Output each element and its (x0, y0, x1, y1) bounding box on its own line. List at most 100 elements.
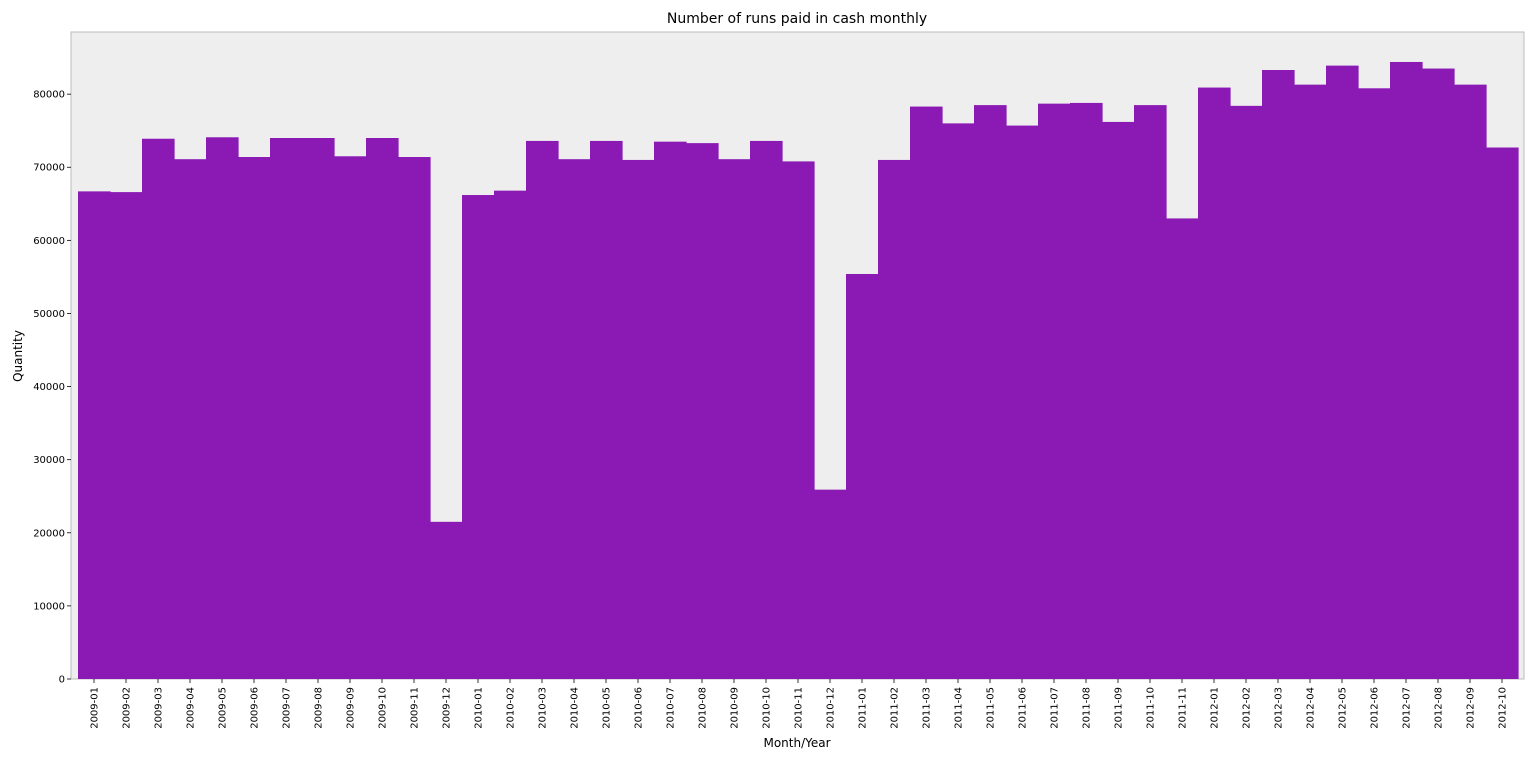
x-tick-label: 2012-02 (1242, 687, 1253, 729)
x-axis-ticks: 2009-01 2009-02 2009-03 2009-04 2009-05 2009-… (90, 679, 1509, 729)
y-tick-label: 40000 (33, 382, 65, 393)
bar-2009-10 (366, 138, 399, 680)
x-tick-label: 2009-09 (346, 687, 357, 729)
bar-2011-07 (1038, 103, 1071, 679)
x-tick-label: 2009-07 (282, 687, 293, 729)
x-axis-label: Month/Year (763, 736, 830, 750)
x-tick-label: 2012-05 (1338, 687, 1349, 729)
bar-2010-12 (814, 489, 847, 679)
y-tick-label: 70000 (33, 163, 65, 174)
bar-2010-04 (558, 159, 591, 679)
bar-2011-10 (1134, 105, 1167, 679)
x-tick-label: 2010-01 (474, 687, 485, 729)
x-tick-label: 2009-03 (154, 687, 165, 729)
x-tick-label: 2012-09 (1466, 687, 1477, 729)
x-tick-label: 2011-07 (1050, 687, 1061, 729)
x-tick-label: 2009-01 (90, 687, 101, 729)
bar-2010-07 (654, 141, 687, 679)
y-axis-label: Quantity (11, 330, 25, 382)
bar-2011-06 (1006, 125, 1039, 680)
x-tick-label: 2010-03 (538, 687, 549, 729)
x-tick-label: 2009-05 (218, 687, 229, 729)
x-tick-label: 2011-08 (1082, 687, 1093, 729)
x-tick-label: 2010-06 (634, 687, 645, 729)
y-tick-label: 30000 (33, 455, 65, 466)
x-tick-label: 2010-05 (602, 687, 613, 729)
bar-2010-01 (462, 195, 495, 680)
x-tick-label: 2010-12 (826, 687, 837, 729)
bar-2009-07 (270, 138, 303, 680)
x-tick-label: 2011-09 (1114, 687, 1125, 729)
x-tick-label: 2012-10 (1498, 687, 1509, 729)
bar-2009-06 (238, 157, 271, 680)
bar-2009-01 (78, 191, 111, 679)
chart-title: Number of runs paid in cash monthly (667, 11, 927, 27)
bar-2010-08 (686, 143, 719, 679)
bar-2010-06 (622, 159, 655, 679)
bar-2012-08 (1422, 68, 1455, 680)
x-tick-label: 2011-11 (1178, 687, 1189, 729)
x-tick-label: 2012-08 (1434, 687, 1445, 729)
bar-2009-08 (302, 138, 335, 680)
x-tick-label: 2010-11 (794, 687, 805, 729)
x-tick-label: 2011-03 (922, 687, 933, 729)
x-tick-label: 2010-07 (666, 687, 677, 729)
x-tick-label: 2011-01 (858, 687, 869, 729)
bar-2009-09 (334, 156, 367, 680)
bar-2010-10 (750, 140, 783, 680)
bar-2011-11 (1166, 218, 1199, 680)
bar-2010-03 (526, 140, 559, 680)
bar-2009-02 (110, 192, 143, 679)
bar-2011-01 (846, 273, 879, 679)
x-tick-label: 2009-08 (314, 687, 325, 729)
bar-2009-05 (206, 137, 239, 679)
x-tick-label: 2011-10 (1146, 687, 1157, 729)
y-tick-label: 50000 (33, 309, 65, 320)
x-tick-label: 2011-02 (890, 687, 901, 729)
bar-2009-04 (174, 159, 207, 679)
y-tick-label: 80000 (33, 90, 65, 101)
x-tick-label: 2010-02 (506, 687, 517, 729)
bar-2010-02 (494, 190, 527, 679)
x-tick-label: 2009-02 (122, 687, 133, 729)
bar-2009-03 (142, 138, 175, 680)
bar-2011-02 (878, 159, 911, 679)
y-tick-label: 60000 (33, 236, 65, 247)
bar-2011-08 (1070, 102, 1103, 679)
bar-2012-04 (1294, 84, 1327, 680)
y-tick-label: 20000 (33, 528, 65, 539)
x-tick-label: 2009-04 (186, 687, 197, 729)
x-tick-label: 2009-11 (410, 687, 421, 729)
bar-2009-11 (398, 157, 431, 680)
y-tick-label: 10000 (33, 601, 65, 612)
x-tick-label: 2010-04 (570, 687, 581, 729)
bar-2011-03 (910, 106, 943, 680)
x-tick-label: 2012-01 (1210, 687, 1221, 729)
bar-2010-11 (782, 161, 815, 679)
x-tick-label: 2010-08 (698, 687, 709, 729)
bar-2009-12 (430, 521, 463, 679)
x-tick-label: 2012-04 (1306, 687, 1317, 729)
bar-2012-10 (1486, 147, 1519, 680)
bar-2011-09 (1102, 121, 1135, 679)
x-tick-label: 2009-06 (250, 687, 261, 729)
x-tick-label: 2012-07 (1402, 687, 1413, 729)
x-tick-label: 2010-09 (730, 687, 741, 729)
x-tick-label: 2012-03 (1274, 687, 1285, 729)
bar-2010-05 (590, 140, 623, 680)
x-tick-label: 2009-12 (442, 687, 453, 729)
bar-2012-01 (1198, 87, 1231, 679)
bar-2012-09 (1454, 84, 1487, 680)
bars-group (78, 61, 1519, 680)
y-tick-label: 0 (59, 675, 65, 686)
bar-2011-05 (974, 105, 1007, 679)
bar-2011-04 (942, 123, 975, 680)
y-axis-ticks: 0 10000 20000 30000 40000 50000 60000 70000 8000… (33, 90, 71, 686)
bar-2012-02 (1230, 105, 1263, 679)
x-tick-label: 2012-06 (1370, 687, 1381, 729)
bar-2010-09 (718, 159, 751, 679)
bar-2012-06 (1358, 88, 1391, 679)
bar-2012-07 (1390, 61, 1423, 680)
bar-2012-05 (1326, 65, 1359, 679)
